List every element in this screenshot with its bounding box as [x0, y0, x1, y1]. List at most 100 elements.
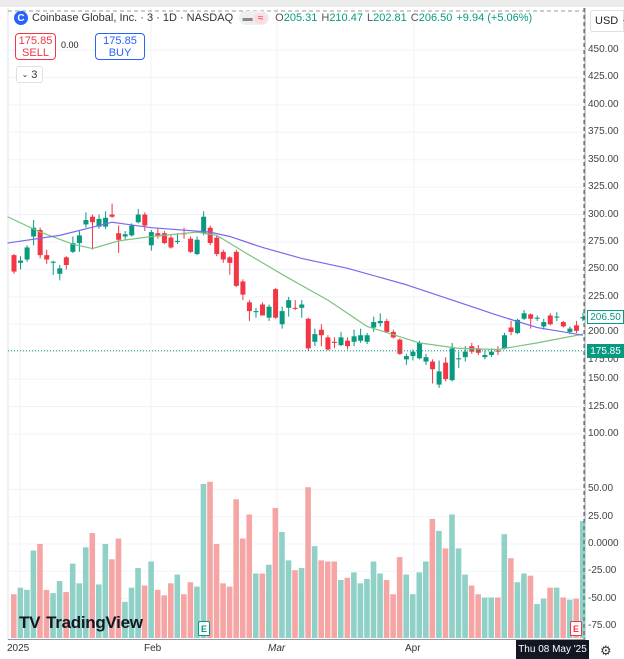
candle-body: [547, 315, 553, 325]
price-tick-label: 200.00: [588, 326, 619, 338]
candle-body: [528, 314, 534, 319]
volume-bar: [409, 594, 416, 638]
volume-bar: [128, 587, 135, 638]
volume-bar: [161, 595, 168, 638]
candle-body: [318, 329, 324, 336]
close-value: 206.50: [418, 12, 453, 24]
candle-body: [456, 358, 462, 360]
candle-body: [103, 217, 109, 227]
volume-bar: [115, 538, 122, 638]
buy-button[interactable]: 175.85 BUY: [95, 33, 145, 60]
volume-bar: [566, 599, 573, 638]
tradingview-mark-icon: TV: [19, 613, 41, 632]
candle-body: [148, 232, 154, 246]
sell-button[interactable]: 175.85 SELL: [15, 33, 56, 60]
volume-bar: [351, 572, 357, 638]
candle-body: [351, 336, 357, 342]
price-tick-label: 300.00: [588, 208, 619, 220]
volume-bar: [481, 597, 488, 638]
candle-body: [70, 243, 76, 252]
volume-bar: [102, 544, 109, 638]
volume-bar: [266, 564, 272, 638]
volume-bar: [109, 559, 115, 638]
earnings-marker-upcoming[interactable]: E: [570, 621, 582, 636]
candle-body: [345, 340, 351, 347]
volume-bar: [403, 574, 409, 638]
volume-bar: [69, 563, 76, 638]
price-tick-label: 350.00: [588, 153, 619, 165]
volume-bar: [135, 568, 141, 638]
currency-select[interactable]: USD▾: [590, 10, 624, 32]
volume-bar: [324, 561, 331, 638]
candle-body: [44, 255, 50, 260]
volume-bar: [246, 514, 253, 638]
candle-body: [515, 319, 521, 334]
earnings-marker[interactable]: E: [198, 621, 210, 636]
chevron-down-icon: ⌄: [21, 70, 29, 79]
candle-body: [109, 214, 115, 217]
volume-bar: [573, 598, 580, 638]
candle-body: [129, 225, 135, 236]
volume-bar: [43, 589, 50, 638]
candle-body: [135, 214, 141, 223]
candle-body: [449, 348, 455, 381]
volume-bar: [272, 507, 279, 638]
volume-bar: [207, 481, 213, 638]
candle-body: [397, 339, 403, 354]
volume-bar: [449, 514, 455, 638]
time-label-feb: Feb: [144, 643, 162, 654]
volume-bar: [213, 544, 220, 638]
candle-body: [155, 233, 161, 237]
volume-bar: [514, 582, 521, 638]
volume-bar: [96, 584, 102, 638]
indicators-toggle[interactable]: ⌄ 3: [16, 66, 43, 83]
volume-bar: [429, 518, 436, 638]
candle-body: [331, 341, 337, 343]
volume-bar: [468, 585, 475, 638]
candle-body: [488, 351, 494, 355]
candle-body: [161, 233, 167, 244]
price-tick-label: 325.00: [588, 181, 619, 193]
data-delay-icon: ≈: [254, 12, 268, 24]
candle-body: [188, 238, 194, 252]
candle-body: [273, 289, 279, 318]
volume-bar: [547, 587, 553, 638]
candle-body: [194, 239, 200, 255]
settings-gear-icon[interactable]: ⚙: [600, 643, 612, 658]
volume-bar: [11, 594, 17, 638]
volume-bar: [344, 577, 351, 638]
volume-bar: [76, 583, 82, 638]
volume-bar: [521, 573, 527, 638]
crosshair-date-label: Thu 08 May '25: [516, 640, 589, 659]
volume-bar: [540, 598, 547, 638]
status-pill[interactable]: ▬ ≈: [239, 11, 270, 25]
volume-bar: [181, 594, 187, 638]
candle-body: [31, 227, 37, 237]
tradingview-logo[interactable]: TV TradingView: [19, 613, 143, 632]
candle-body: [227, 257, 233, 263]
volume-bar: [233, 499, 239, 638]
price-tick-label: 425.00: [588, 71, 619, 83]
volume-bar: [226, 586, 233, 638]
price-tick-label: 125.00: [588, 400, 619, 412]
volume-tick-label: -75.00: [588, 619, 617, 631]
volume-bar: [174, 574, 181, 638]
price-tick-label: 250.00: [588, 263, 619, 275]
symbol-title[interactable]: Coinbase Global, Inc. · 3 · 1D · NASDAQ: [32, 12, 234, 24]
candle-body: [436, 371, 442, 385]
volume-bar: [50, 593, 56, 638]
open-value: 205.31: [283, 12, 318, 24]
candle-body: [462, 351, 468, 358]
candle-body: [122, 234, 128, 237]
volume-bar: [279, 531, 285, 638]
candle-body: [305, 318, 311, 349]
candle-body: [430, 361, 436, 370]
volume-bar: [390, 594, 396, 638]
volume-bar: [167, 583, 174, 638]
low-value: 202.81: [373, 12, 407, 24]
volume-bar: [285, 560, 292, 638]
moving-average-slow: [7, 221, 584, 336]
volume-bar: [462, 574, 468, 638]
volume-bar: [383, 580, 390, 638]
